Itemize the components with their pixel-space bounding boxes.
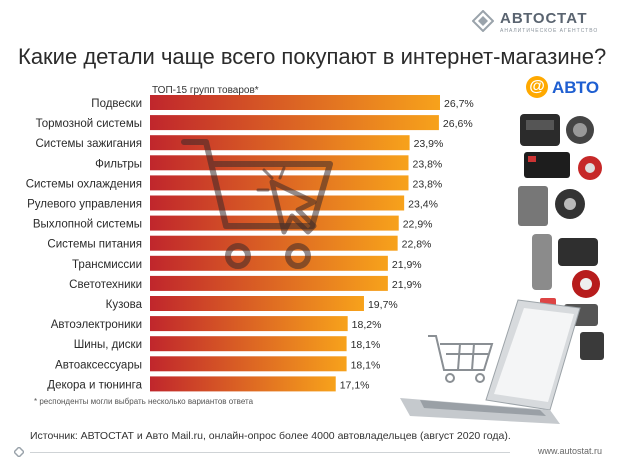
at-icon: @ xyxy=(526,76,548,98)
value-label: 22,9% xyxy=(403,219,433,231)
bar xyxy=(150,235,398,251)
category-label: Подвески xyxy=(91,98,142,110)
value-label: 21,9% xyxy=(392,259,422,271)
category-label: Системы питания xyxy=(47,239,142,251)
category-label: Тормозной системы xyxy=(36,118,142,130)
auto-parts-laptop-illustration xyxy=(400,114,604,424)
category-label: Выхлопной системы xyxy=(33,219,142,231)
autostat-logo: АВТОСТАТ АНАЛИТИЧЕСКОЕ АГЕНТСТВО xyxy=(472,8,602,38)
value-label: 18,1% xyxy=(351,339,381,351)
value-label: 26,7% xyxy=(444,98,474,110)
value-label: 18,1% xyxy=(351,359,381,371)
footer-divider xyxy=(30,452,510,453)
footer-url: www.autostat.ru xyxy=(537,446,602,456)
logo-text: АВТОСТАТ xyxy=(500,10,588,27)
value-label: 26,6% xyxy=(443,118,473,130)
value-label: 23,4% xyxy=(408,199,438,211)
bar xyxy=(150,255,388,271)
value-label: 22,8% xyxy=(402,239,432,251)
value-label: 23,8% xyxy=(413,158,443,170)
bar xyxy=(150,135,410,151)
page-title: Какие детали чаще всего покупают в интер… xyxy=(18,44,607,69)
bar xyxy=(150,356,347,372)
value-label: 18,2% xyxy=(352,319,382,331)
value-label: 19,7% xyxy=(368,299,398,311)
bar xyxy=(150,95,440,110)
category-label: Системы охлаждения xyxy=(26,178,142,190)
footnote: * респонденты могли выбрать несколько ва… xyxy=(34,397,254,406)
bar xyxy=(150,316,348,332)
shopping-cart-icon xyxy=(428,335,494,383)
value-label: 17,1% xyxy=(340,379,370,391)
auto-mail-logo: @ АВТО xyxy=(526,76,608,100)
category-label: Автоаксессуары xyxy=(55,359,142,371)
autostat-small-icon xyxy=(14,447,24,457)
autostat-logo-icon xyxy=(472,10,494,32)
source-note: Источник: АВТОСТАТ и Авто Mail.ru, онлай… xyxy=(30,430,511,442)
category-label: Рулевого управления xyxy=(27,199,142,211)
auto-parts-icon xyxy=(518,114,604,360)
category-label: Фильтры xyxy=(95,158,142,170)
category-label: Трансмиссии xyxy=(72,259,142,271)
logo-subtext: АНАЛИТИЧЕСКОЕ АГЕНТСТВО xyxy=(500,28,599,34)
category-label: Системы зажигания xyxy=(35,138,142,150)
category-label: Светотехники xyxy=(69,279,142,291)
chart-subtitle: ТОП-15 групп товаров* xyxy=(152,85,259,96)
bar xyxy=(150,115,439,131)
auto-logo-text: АВТО xyxy=(552,78,600,97)
bar xyxy=(150,275,388,291)
bar xyxy=(150,296,364,311)
category-label: Декора и тюнинга xyxy=(47,379,142,391)
value-label: 21,9% xyxy=(392,279,422,291)
bar xyxy=(150,376,336,392)
shopping-cart-cursor-icon xyxy=(181,139,333,269)
value-label: 23,9% xyxy=(414,138,444,150)
category-label: Шины, диски xyxy=(74,339,142,351)
category-label: Кузова xyxy=(106,299,143,311)
value-label: 23,8% xyxy=(413,178,443,190)
bar xyxy=(150,336,347,352)
laptop-icon xyxy=(400,299,581,424)
category-label: Автоэлектроники xyxy=(51,319,142,331)
